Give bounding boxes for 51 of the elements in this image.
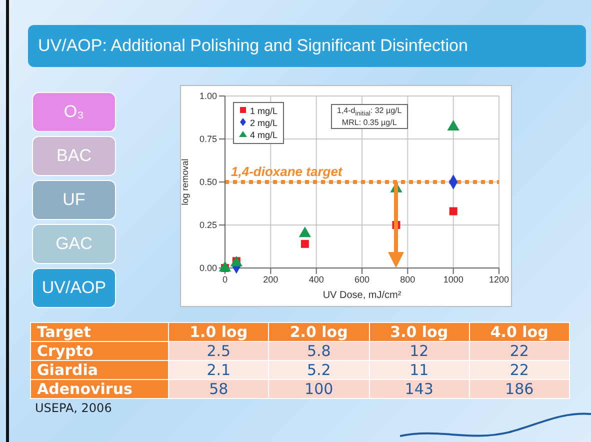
legend-label: 1 mg/L xyxy=(249,105,278,117)
data-label: 5.2 xyxy=(268,360,369,380)
x-tick-label: 3.0 log xyxy=(369,322,470,342)
data-label: 2.5 xyxy=(168,342,269,360)
annotation: MRL: 0.35 µg/L xyxy=(340,118,398,127)
x-tick-label: 1200 xyxy=(488,274,510,284)
legend-label: 2 mg/L xyxy=(249,117,278,129)
data-label: 22 xyxy=(469,342,570,360)
tab: GAC xyxy=(32,224,116,264)
tab: UF xyxy=(32,180,116,220)
y-tick-label: 0.00 xyxy=(199,263,217,274)
x-tick-label: 200 xyxy=(263,274,278,284)
y-tick-label: 0.25 xyxy=(199,220,217,230)
x-tick-label: 0 xyxy=(222,274,228,284)
data-label: 22 xyxy=(469,360,570,380)
data-label: 100 xyxy=(268,380,369,398)
y-tick-label: Giardia xyxy=(30,360,168,380)
point xyxy=(300,240,309,248)
text: USEPA, 2006 xyxy=(35,401,113,415)
x-tick-label: 1.0 log xyxy=(168,322,269,342)
x-tick-label: 4.0 log xyxy=(469,322,570,342)
y-tick-label: 0.50 xyxy=(199,177,217,188)
tab: BAC xyxy=(32,136,116,176)
x-tick-label: 400 xyxy=(308,274,324,284)
data-label: 58 xyxy=(168,380,269,398)
data-label: 5.8 xyxy=(268,342,369,360)
x-tick-label: 800 xyxy=(400,274,416,284)
point xyxy=(447,120,460,130)
tab: O₃ xyxy=(32,92,116,132)
y-tick-label: Crypto xyxy=(30,342,168,360)
data-label: 143 xyxy=(369,380,470,398)
tab: UV/AOP xyxy=(32,268,116,308)
x-tick-label: 1000 xyxy=(443,274,464,284)
x-axis-title: UV Dose, mJ/cm² xyxy=(322,290,402,301)
y-tick-label: 1.00 xyxy=(199,91,217,102)
data-label: 186 xyxy=(469,380,570,398)
y-axis-title: log removal xyxy=(180,158,190,206)
chart-title: UV/AOP: Additional Polishing and Significant Disinfection xyxy=(28,25,586,67)
x-tick-label: 600 xyxy=(354,274,370,284)
point xyxy=(298,226,311,238)
legend-label: 4 mg/L xyxy=(249,129,278,141)
point xyxy=(449,207,458,216)
ref-line-label: 1,4-dioxane target xyxy=(231,164,343,179)
x-tick-label: 2.0 log xyxy=(268,322,369,342)
data-label: 2.1 xyxy=(168,360,269,380)
data-label: 12 xyxy=(369,342,470,360)
y-tick-label: Adenovirus xyxy=(30,380,168,398)
y-axis-title: Target xyxy=(30,322,168,342)
data-label: 11 xyxy=(369,360,470,380)
y-tick-label: 0.75 xyxy=(199,134,217,144)
annotation: 1,4-d$_{initial}$: 32 µg/L xyxy=(337,106,402,118)
